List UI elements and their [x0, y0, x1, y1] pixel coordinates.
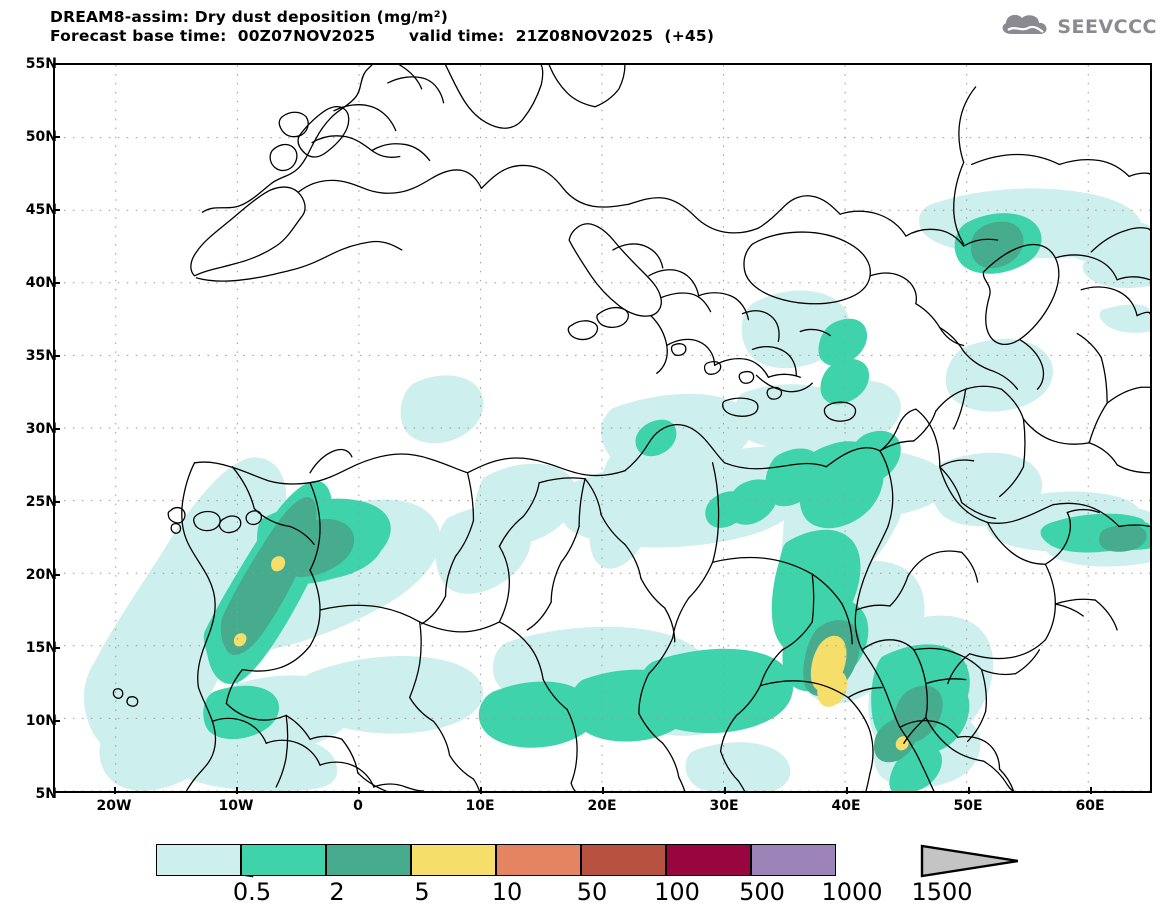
colorbar-bands: [156, 844, 836, 876]
map-coastlines: [112, 65, 1150, 791]
colorbar-band: [751, 844, 836, 876]
colorbar-band: [581, 844, 666, 876]
colorbar-tick-label: 0.5: [232, 878, 272, 906]
x-tick-label: 50E: [953, 798, 983, 814]
colorbar-band: [156, 844, 241, 876]
colorbar-tick-label: 2: [329, 878, 345, 906]
colorbar-band: [496, 844, 581, 876]
seevccc-logo: SEEVCCC: [999, 12, 1157, 42]
x-tick-label: 20W: [96, 798, 132, 814]
title-block: DREAM8-assim: Dry dust deposition (mg/m²…: [50, 8, 714, 46]
colorbar-tick-label: 100: [654, 878, 700, 906]
x-tick-label: 0: [353, 798, 363, 814]
x-tick-label: 40E: [831, 798, 861, 814]
chart-subtitle: Forecast base time: 00Z07NOV2025 valid t…: [50, 26, 715, 45]
map-gridlines: [55, 65, 1150, 791]
colorbar-band: [241, 844, 326, 876]
map-canvas: [55, 65, 1150, 791]
colorbar-tick-label: 10: [491, 878, 523, 906]
chart-title: DREAM8-assim: Dry dust deposition (mg/m²…: [50, 8, 449, 26]
colorbar[interactable]: 0.5 2 5 10 50 100 500 1000 1500: [0, 840, 1165, 906]
forecast-map[interactable]: [53, 63, 1152, 793]
colorbar-tick-label: 5: [414, 878, 430, 906]
colorbar-band: [326, 844, 411, 876]
x-tick-label: 30E: [709, 798, 739, 814]
x-tick-label: 20E: [587, 798, 617, 814]
x-tick-label: 10E: [465, 798, 495, 814]
colorbar-tick-label: 1500: [911, 878, 973, 906]
logo-text: SEEVCCC: [1057, 16, 1157, 38]
colorbar-tick-label: 500: [739, 878, 785, 906]
colorbar-tick-label: 50: [576, 878, 608, 906]
colorbar-band: [411, 844, 496, 876]
colorbar-band: [666, 844, 751, 876]
dust-deposition-contours: [83, 188, 1150, 791]
cloud-icon: [999, 12, 1051, 42]
x-tick-label: 10W: [218, 798, 254, 814]
colorbar-tick-label: 1000: [821, 878, 883, 906]
x-tick-label: 60E: [1075, 798, 1105, 814]
